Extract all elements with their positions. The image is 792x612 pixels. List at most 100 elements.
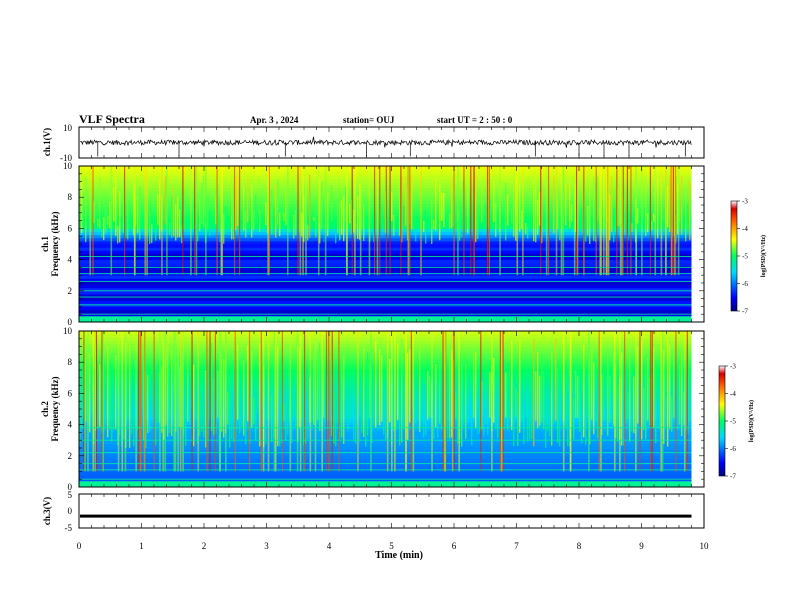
spectrogram-texture xyxy=(279,212,281,237)
spectrogram-texture xyxy=(205,370,207,448)
colorbar-tick-label: -3 xyxy=(742,198,748,206)
sferic-column xyxy=(491,331,493,472)
spectrogram-texture xyxy=(127,384,129,419)
spectrogram-texture xyxy=(289,228,291,233)
figure-title: VLF Spectra xyxy=(79,112,145,126)
spectrogram-band xyxy=(79,359,692,363)
sferic-column xyxy=(117,331,120,472)
spectrogram-texture xyxy=(273,229,275,235)
spectrogram-texture xyxy=(681,175,683,235)
spectrogram-band xyxy=(79,172,692,176)
spectrogram-texture xyxy=(471,219,473,225)
sferic-column xyxy=(182,331,184,472)
spectrogram-texture xyxy=(361,392,363,433)
spectrogram-texture xyxy=(647,357,649,421)
sferic-column xyxy=(354,166,356,276)
spectrogram-texture xyxy=(681,352,683,436)
spectrogram-texture xyxy=(419,343,421,433)
sferic-column xyxy=(522,166,524,276)
spectrogram-band xyxy=(79,240,692,245)
spectrogram-texture xyxy=(689,181,691,241)
spectrogram-texture xyxy=(667,340,669,447)
sferic-column xyxy=(624,331,626,472)
narrowband-line xyxy=(79,427,692,429)
spectrogram-texture xyxy=(139,377,141,438)
spectrogram-texture xyxy=(129,344,131,448)
narrowband-line xyxy=(79,266,692,268)
spectrogram-texture xyxy=(253,397,255,425)
spectrogram-texture xyxy=(157,194,159,225)
spectrogram-texture xyxy=(475,352,477,429)
sferic-column xyxy=(407,166,410,276)
spectrogram-texture xyxy=(301,212,303,237)
sferic-column xyxy=(480,331,482,472)
sferic-column xyxy=(376,166,379,276)
sferic-column xyxy=(92,166,94,276)
spectrogram-texture xyxy=(377,385,379,425)
spectrogram-texture xyxy=(315,201,317,238)
sferic-column xyxy=(555,166,558,276)
sferic-column xyxy=(545,166,548,276)
spectrogram-texture xyxy=(367,352,369,436)
sferic-column xyxy=(179,331,182,472)
ch1-colorbar-label: log(PSD)(V²/Hz) xyxy=(760,235,767,277)
spectrogram-texture xyxy=(431,198,433,244)
spectrogram-texture xyxy=(519,339,521,433)
sferic-column xyxy=(370,331,372,472)
spectrogram-texture xyxy=(461,234,463,238)
sferic-column xyxy=(389,166,391,276)
spectrogram-texture xyxy=(513,177,515,237)
spectrogram-texture xyxy=(633,376,635,434)
spectrogram-texture xyxy=(269,393,271,420)
spectrogram-band xyxy=(79,253,692,257)
spectrogram-texture xyxy=(443,407,445,439)
spectrogram-texture xyxy=(365,380,367,447)
spectrogram-texture xyxy=(359,183,361,240)
spectrogram-texture xyxy=(625,367,627,423)
header-start-time: start UT = 2 : 50 : 0 xyxy=(437,115,513,125)
sferic-column xyxy=(328,331,330,472)
spectrogram-texture xyxy=(373,231,375,242)
spectrogram-texture xyxy=(549,387,551,436)
spectrogram-texture xyxy=(645,180,647,237)
spectrogram-texture xyxy=(181,224,183,244)
spectrogram-texture xyxy=(255,399,257,441)
spectrogram-texture xyxy=(555,339,557,421)
spectrogram-band xyxy=(79,256,692,261)
sferic-column xyxy=(619,166,622,276)
spectrogram-texture xyxy=(353,209,355,233)
spectrogram-texture xyxy=(465,364,467,439)
spectrogram-texture xyxy=(397,217,399,225)
spectrogram-texture xyxy=(689,408,691,422)
spectrogram-texture xyxy=(211,343,213,432)
spectrogram-texture xyxy=(455,392,457,419)
sferic-column xyxy=(626,166,629,276)
sferic-column xyxy=(144,166,147,276)
spectrogram-band xyxy=(79,247,692,251)
colorbar-tick-label: -3 xyxy=(730,363,736,371)
sferic-column xyxy=(560,166,563,276)
sferic-column xyxy=(600,331,602,472)
spectrogram-texture xyxy=(117,415,119,445)
spectrogram-texture xyxy=(255,194,257,225)
spectrogram-texture xyxy=(489,372,491,418)
spectrogram-band xyxy=(79,349,692,354)
spectrogram-texture xyxy=(575,184,577,232)
spectrogram-texture xyxy=(557,368,559,443)
spectrogram-band xyxy=(79,340,692,344)
spectrogram-band xyxy=(79,465,692,469)
spectrogram-texture xyxy=(435,364,437,427)
spectrogram-texture xyxy=(345,187,347,222)
sferic-column xyxy=(670,166,673,276)
narrowband-line xyxy=(79,463,692,465)
sferic-column xyxy=(92,331,95,472)
spectrogram-texture xyxy=(169,377,171,434)
spectrogram-band xyxy=(79,178,692,183)
spectrogram-texture xyxy=(131,397,133,435)
spectrogram-texture xyxy=(619,190,621,227)
sferic-column xyxy=(234,331,236,472)
spectrogram-texture xyxy=(163,210,165,223)
spectrogram-texture xyxy=(605,407,607,423)
spectrogram-texture xyxy=(97,218,99,227)
spectrogram-texture xyxy=(417,220,419,226)
